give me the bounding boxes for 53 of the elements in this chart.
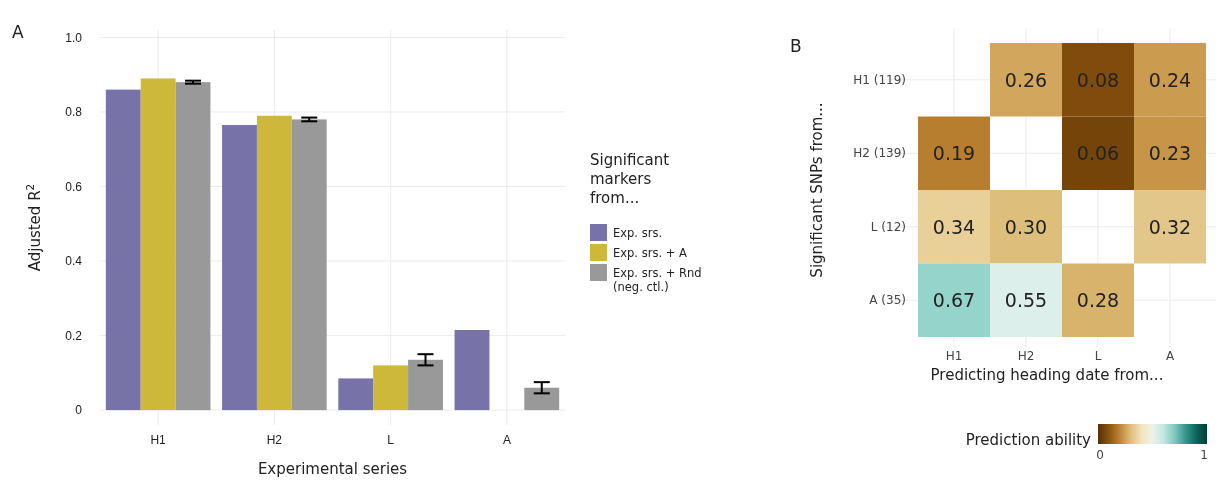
data-label: 0.08: [1076, 68, 1120, 91]
y-tick-label: 0.2: [65, 328, 83, 343]
x-tick-label: H2: [266, 432, 283, 447]
data-label: 0.26: [1004, 68, 1048, 91]
x-tick-label: H1: [945, 349, 963, 363]
bar: [291, 119, 327, 411]
legend-label: Exp. srs.: [613, 226, 663, 240]
y-tick-label: L (12): [870, 219, 906, 234]
x-tick-label: A: [502, 432, 511, 447]
x-tick-label: L: [1094, 349, 1102, 363]
y-tick-label: 1.0: [65, 30, 83, 45]
chart-title: A: [12, 22, 24, 42]
bar: [338, 378, 374, 411]
y-tick-label: 0.4: [65, 254, 83, 269]
data-label: 0.55: [1004, 289, 1048, 312]
data-label: 0.23: [1148, 142, 1192, 165]
y-tick-label: 0: [75, 403, 83, 418]
x-axis-title: Predicting heading date from...: [930, 366, 1164, 384]
x-axis-title: Experimental series: [257, 460, 408, 478]
bar: [175, 82, 211, 411]
data-label: 0.28: [1076, 289, 1120, 312]
bar: [222, 125, 257, 411]
y-tick-label: H2 (139): [853, 146, 906, 161]
legend-label: Exp. srs. + A: [613, 246, 687, 260]
x-tick-label: H1: [150, 432, 167, 447]
color-bar-label: 0: [1096, 448, 1104, 462]
bar: [408, 359, 443, 411]
data-label: 0.06: [1076, 142, 1120, 165]
data-label: 0.32: [1148, 215, 1192, 238]
data-label: 0.34: [932, 215, 976, 238]
x-tick-label: A: [1165, 349, 1175, 363]
x-tick-label: H2: [1017, 349, 1035, 363]
color-bar-title: Prediction ability: [965, 431, 1092, 449]
legend-title: Significant markers from...: [590, 151, 670, 207]
y-axis-title: Significant SNPs from...: [808, 102, 826, 278]
y-tick-label: 0.6: [65, 179, 83, 194]
y-tick-label: 0.8: [65, 105, 83, 120]
data-label: 0.67: [932, 289, 976, 312]
data-label: 0.19: [932, 142, 976, 165]
y-tick-label: H1 (119): [853, 72, 906, 87]
bar: [256, 115, 292, 411]
text: B: [790, 36, 802, 56]
data-label: 0.30: [1004, 215, 1048, 238]
data-label: 0.24: [1148, 68, 1192, 91]
bar: [524, 387, 560, 411]
y-tick-label: A (35): [869, 293, 906, 308]
bar: [140, 78, 176, 411]
bar: [105, 89, 141, 411]
bar: [454, 329, 490, 411]
x-tick-label: L: [387, 432, 395, 447]
legend-label: Exp. srs. + Rnd (neg. ctl.): [613, 266, 702, 294]
color-bar-label: 1: [1200, 448, 1208, 462]
bar: [373, 365, 409, 411]
